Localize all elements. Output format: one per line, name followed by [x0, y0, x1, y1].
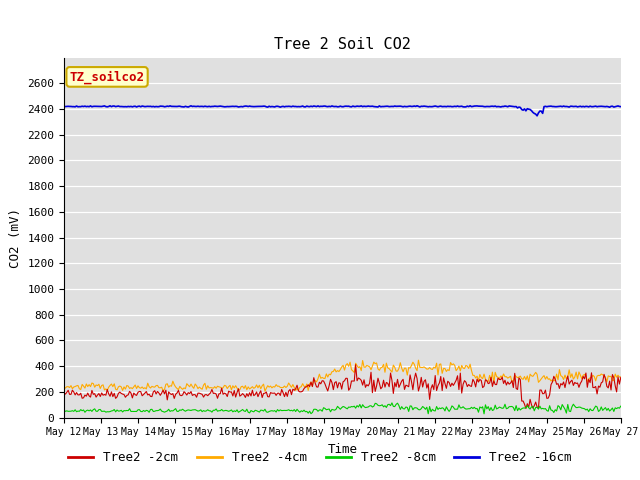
Text: TZ_soilco2: TZ_soilco2: [70, 70, 145, 84]
Y-axis label: CO2 (mV): CO2 (mV): [9, 208, 22, 268]
X-axis label: Time: Time: [328, 443, 357, 456]
Title: Tree 2 Soil CO2: Tree 2 Soil CO2: [274, 37, 411, 52]
Legend: Tree2 -2cm, Tree2 -4cm, Tree2 -8cm, Tree2 -16cm: Tree2 -2cm, Tree2 -4cm, Tree2 -8cm, Tree…: [63, 446, 577, 469]
